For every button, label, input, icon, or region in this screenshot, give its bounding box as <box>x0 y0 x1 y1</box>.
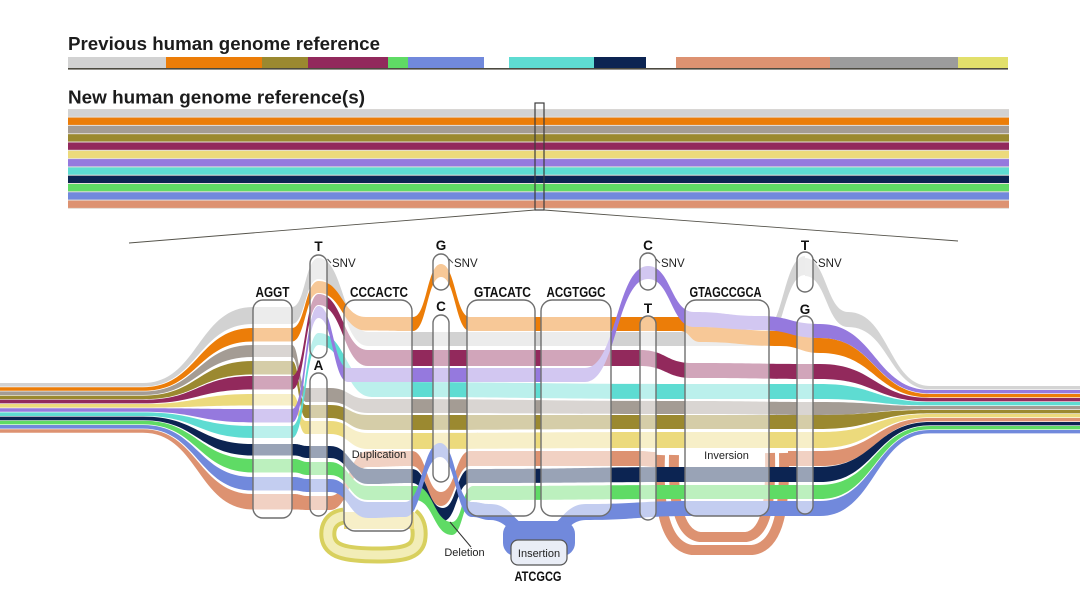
svg-text:Duplication: Duplication <box>352 449 406 461</box>
svg-text:Deletion: Deletion <box>444 547 484 559</box>
svg-text:Insertion: Insertion <box>518 548 560 560</box>
svg-text:Previous human genome referenc: Previous human genome reference <box>68 33 380 54</box>
svg-text:T: T <box>644 301 653 316</box>
svg-text:G: G <box>800 302 811 317</box>
svg-text:ACGTGGC: ACGTGGC <box>547 285 606 301</box>
svg-text:A: A <box>314 358 324 373</box>
svg-text:C: C <box>643 238 653 253</box>
svg-text:SNV: SNV <box>332 258 356 270</box>
svg-text:SNV: SNV <box>454 258 478 270</box>
svg-text:ATCGCG: ATCGCG <box>515 569 562 584</box>
svg-text:SNV: SNV <box>661 258 685 270</box>
svg-text:GTAGCCGCA: GTAGCCGCA <box>690 285 762 301</box>
svg-text:C: C <box>436 299 446 314</box>
svg-text:GTACATC: GTACATC <box>474 285 531 301</box>
svg-text:Inversion: Inversion <box>704 450 749 462</box>
svg-text:New human genome reference(s): New human genome reference(s) <box>68 87 365 108</box>
svg-text:T: T <box>801 238 810 253</box>
svg-text:G: G <box>436 238 447 253</box>
svg-text:SNV: SNV <box>818 258 842 270</box>
svg-text:AGGT: AGGT <box>256 285 290 301</box>
svg-text:CCCACTC: CCCACTC <box>350 285 408 301</box>
svg-text:T: T <box>314 239 323 254</box>
